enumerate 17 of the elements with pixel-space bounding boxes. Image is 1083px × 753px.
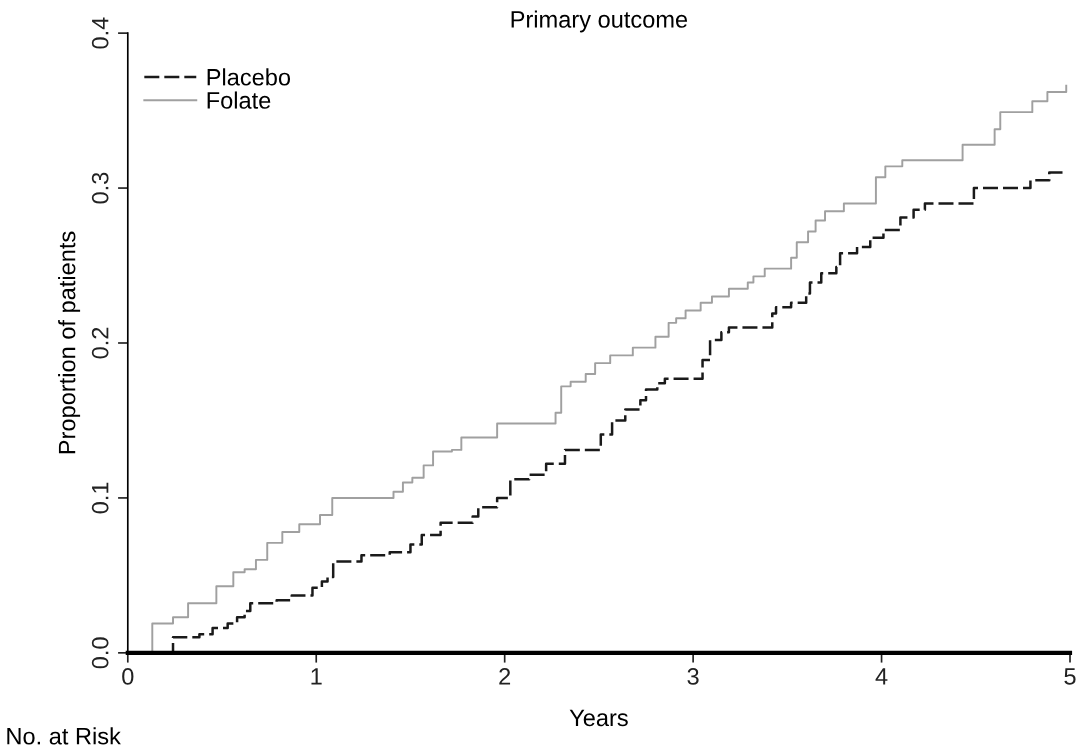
x-tick-label: 0 (122, 668, 134, 685)
legend-label: Folate (207, 91, 271, 109)
x-axis-title: Years (569, 709, 628, 727)
y-tick-label: 0.0 (91, 637, 109, 669)
y-tick-label: 0.1 (91, 482, 109, 514)
x-tick-label: 1 (311, 668, 322, 685)
y-axis-title: Proportion of patients (58, 231, 81, 454)
x-tick-label: 3 (687, 668, 699, 685)
legend-label: Placebo (207, 68, 291, 86)
x-tick-label: 5 (1064, 668, 1076, 685)
x-tick-label: 4 (875, 668, 888, 685)
y-tick-label: 0.4 (91, 17, 109, 49)
y-tick-label: 0.3 (91, 172, 109, 204)
y-tick-label: 0.2 (91, 327, 109, 359)
text: No. at Risk (7, 727, 121, 745)
x-tick-label: 2 (499, 668, 511, 685)
chart-title: Primary outcome (511, 10, 688, 33)
